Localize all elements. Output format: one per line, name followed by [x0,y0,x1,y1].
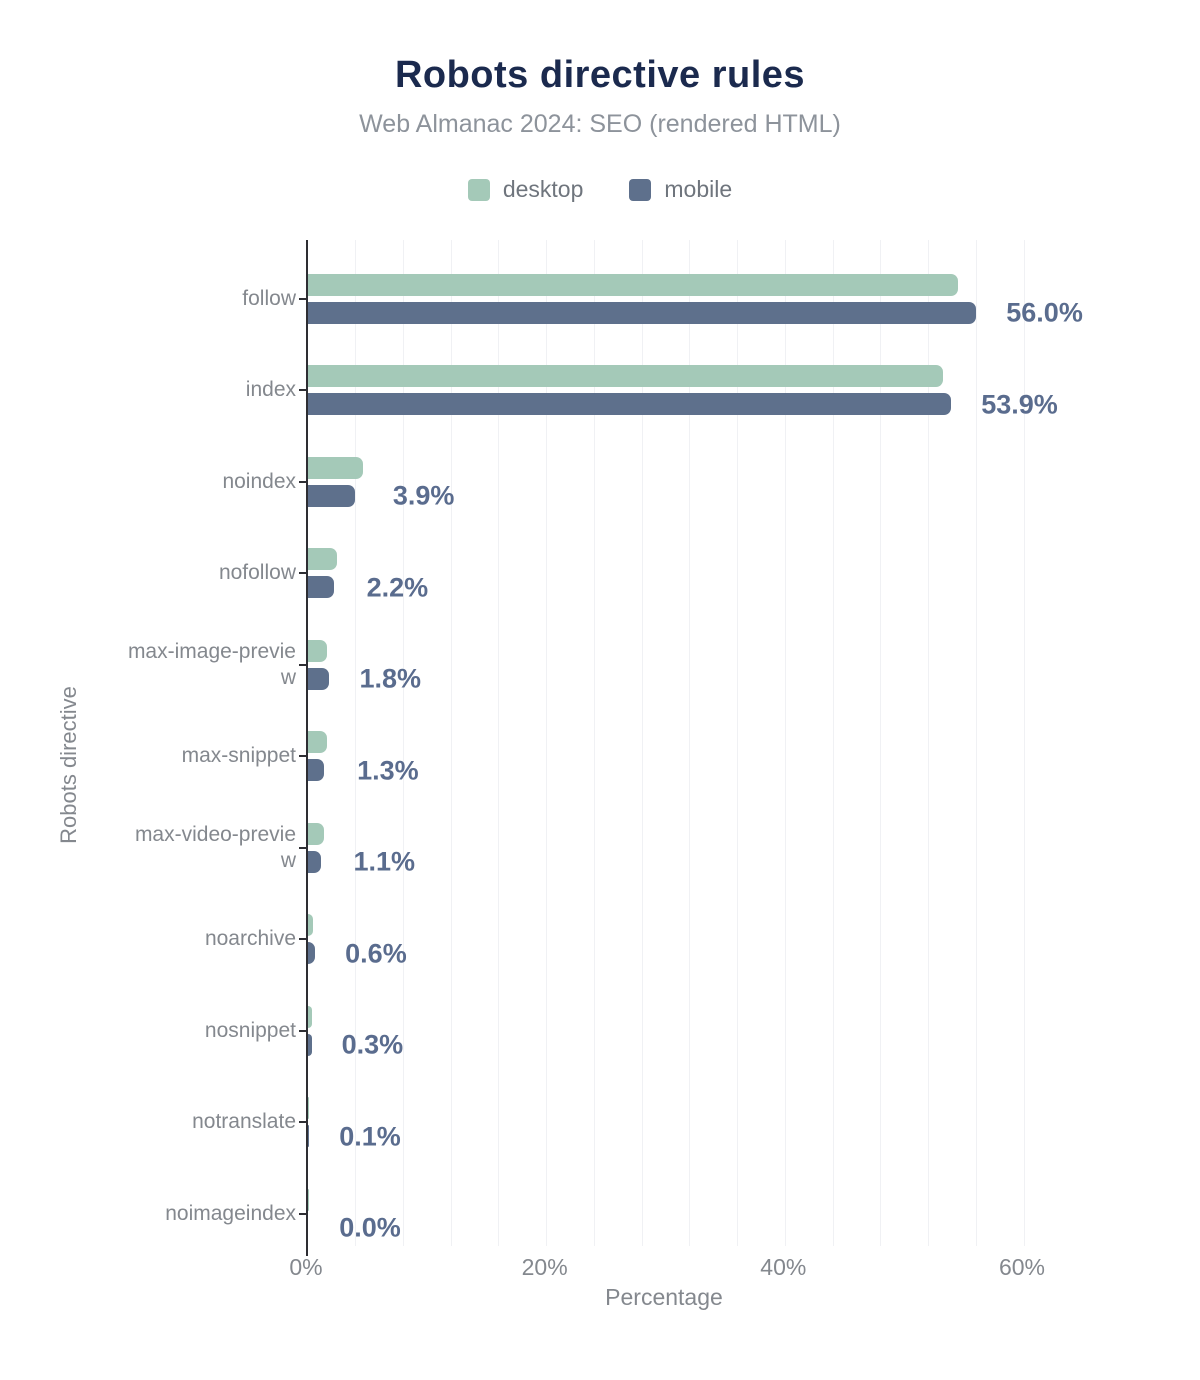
mobile-bar-max-image-preview[interactable] [308,667,330,690]
gridline-4 [355,240,357,1246]
desktop-bar-notranslate[interactable] [308,1097,310,1120]
category-label: noimageindex [165,1201,296,1225]
plot-area: follow 56.0% index 53.9% noindex 3.9% nofollow… [128,240,1083,1256]
category-axis-tick [299,755,306,758]
category-axis-tick [299,297,306,300]
mobile-bar-max-video-preview[interactable] [308,850,322,873]
desktop-bar-noimageindex[interactable] [308,1188,310,1211]
category-label: max-snippet [181,744,296,768]
legend-item-desktop[interactable]: desktop [467,176,584,203]
chart-row-nosnippet: nosnippet 0.3% [205,985,1024,1077]
chart-row-noindex: noindex 3.9% [222,436,1024,528]
gridline-16 [498,240,500,1246]
x-tick-label-20: 20% [521,1254,568,1280]
gridline-56 [975,240,977,1246]
legend-label: mobile [664,176,733,202]
gridline-24 [593,240,595,1246]
desktop-bar-noindex[interactable] [308,456,363,479]
desktop-bar-max-video-preview[interactable] [308,822,324,845]
gridline-28 [641,240,643,1246]
value-label: 1.8% [359,663,422,694]
gridline-12 [450,240,452,1246]
bar-rows: follow 56.0% index 53.9% noindex 3.9% nofollow… [128,253,1083,1260]
desktop-bar-noarchive[interactable] [308,914,313,937]
gridline-44 [832,240,834,1246]
mobile-bar-max-snippet[interactable] [308,759,324,782]
mobile-bar-noindex[interactable] [308,484,355,507]
desktop-bar-follow[interactable] [308,273,959,296]
category-label: nofollow [218,561,296,585]
value-label: 0.0% [339,1212,401,1243]
category-label: follow [242,286,296,310]
category-axis-tick [299,846,306,849]
gridline-52 [928,240,930,1246]
value-label: 3.9% [392,480,455,511]
value-label: 1.1% [353,846,416,877]
value-label: 0.3% [341,1029,404,1060]
chart-row-max-snippet: max-snippet 1.3% [182,711,1024,803]
gridline-48 [880,240,882,1246]
chart-row-max-image-preview: max-image-preview 1.8% [128,619,1024,711]
gridline-40 [784,240,786,1246]
gridline-20 [546,240,548,1246]
chart-row-notranslate: notranslate 0.1% [192,1077,1024,1169]
desktop-bar-nosnippet[interactable] [308,1005,312,1028]
category-axis-tick [299,938,306,941]
value-label: 0.6% [345,938,407,969]
category-label: notranslate [192,1110,296,1134]
category-axis-tick [299,1212,306,1215]
gridline-8 [402,240,404,1246]
desktop-bar-nofollow[interactable] [308,548,337,571]
x-tick-label-0: 0% [289,1254,323,1280]
category-axis-tick [299,480,306,483]
chart-row-noimageindex: noimageindex 0.0% [165,1168,1024,1260]
value-label: 1.3% [357,755,419,786]
chart-row-index: index 53.9% [246,345,1058,437]
legend-swatch-desktop [467,178,490,201]
category-label: nosnippet [204,1018,296,1042]
mobile-bar-index[interactable] [308,393,952,416]
chart-title: Robots directive rules [394,54,806,96]
mobile-bar-nofollow[interactable] [308,576,335,599]
mobile-bar-noarchive[interactable] [308,942,316,965]
desktop-bar-max-snippet[interactable] [308,731,328,754]
value-label: 53.9% [981,389,1058,420]
chart-row-noarchive: noarchive 0.6% [205,894,1024,986]
legend-item-mobile[interactable]: mobile [629,176,732,203]
chart-row-nofollow: nofollow 2.2% [219,528,1024,620]
desktop-bar-max-image-preview[interactable] [308,639,328,662]
gridline-36 [737,240,739,1246]
x-axis-zero-tick [306,1246,308,1256]
chart-row-max-video-preview: max-video-preview 1.1% [135,802,1024,894]
desktop-bar-index[interactable] [308,365,943,388]
x-tick-label-60: 60% [998,1254,1046,1280]
category-label: max-video-preview [134,822,296,872]
legend-swatch-mobile [629,178,652,201]
gridline-32 [689,240,691,1246]
value-label: 0.1% [339,1121,401,1152]
value-label: 56.0% [1006,297,1083,328]
chart-row-follow: follow 56.0% [242,253,1083,345]
legend: desktop mobile [0,176,1200,203]
category-axis-tick [299,572,306,575]
x-tick-label-40: 40% [760,1254,807,1280]
category-label: noarchive [204,927,296,951]
y-axis-title: Robots directive [56,686,81,844]
category-label: noindex [222,469,296,493]
category-axis-tick [299,389,306,392]
category-axis-tick [299,1029,306,1032]
mobile-bar-notranslate[interactable] [308,1125,310,1148]
value-label: 2.2% [366,572,429,603]
category-label: max-image-preview [127,639,296,689]
gridline-60 [1023,240,1025,1246]
legend-label: desktop [502,176,584,202]
mobile-bar-nosnippet[interactable] [308,1033,312,1056]
mobile-bar-follow[interactable] [308,301,977,324]
x-axis-title: Percentage [605,1284,723,1310]
category-label: index [245,378,296,402]
category-axis-tick [299,1121,306,1124]
chart-subtitle: Web Almanac 2024: SEO (rendered HTML) [359,110,841,138]
category-axis-tick [299,663,306,666]
